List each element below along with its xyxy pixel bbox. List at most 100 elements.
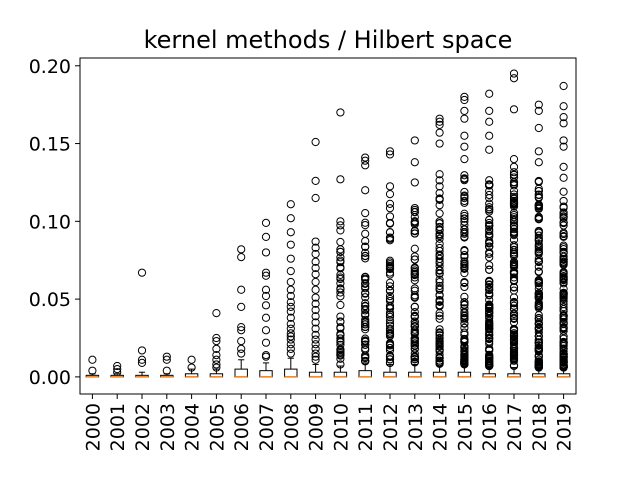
outlier-point	[460, 225, 469, 234]
box-body	[234, 368, 248, 378]
outlier-point	[212, 355, 221, 364]
outlier-point	[435, 188, 444, 198]
outlier-point	[460, 292, 469, 301]
outlier-point	[261, 248, 271, 257]
box-2014	[432, 114, 447, 378]
outlier-point	[385, 228, 395, 237]
x-tick-label: 2017	[504, 403, 526, 451]
outlier-point	[460, 263, 469, 272]
outlier-point	[534, 279, 543, 288]
outlier-point	[485, 203, 494, 212]
outlier-point	[534, 341, 543, 350]
x-tick-label: 2004	[182, 403, 204, 451]
outlier-point	[460, 277, 469, 287]
box-2001	[110, 361, 124, 378]
outlier-point	[559, 162, 568, 171]
x-tick-label: 2002	[132, 403, 154, 451]
outlier-point	[509, 298, 519, 307]
outlier-point	[509, 202, 519, 211]
y-tick-label: 0.15	[29, 134, 71, 156]
outlier-point	[460, 257, 469, 266]
outlier-point	[311, 340, 320, 349]
outlier-point	[509, 208, 519, 218]
outlier-point	[137, 268, 147, 277]
outlier-point	[460, 211, 469, 221]
outlier-point	[460, 209, 469, 218]
outlier-point	[261, 351, 271, 360]
outlier-point	[460, 95, 469, 105]
outlier-point	[410, 336, 419, 345]
plot-area	[85, 69, 571, 378]
outlier-point	[237, 349, 246, 358]
outlier-point	[385, 261, 395, 271]
outlier-point	[485, 215, 494, 225]
outlier-point	[435, 275, 444, 284]
outlier-point	[410, 264, 419, 273]
outlier-point	[435, 222, 444, 232]
outlier-point	[311, 263, 320, 273]
outlier-point	[385, 282, 395, 291]
outlier-point	[509, 168, 519, 177]
outlier-point	[435, 314, 444, 323]
outlier-point	[311, 299, 320, 308]
outlier-point	[361, 309, 370, 319]
outlier-point	[261, 232, 271, 241]
outlier-point	[286, 319, 295, 329]
outlier-point	[559, 288, 568, 297]
outlier-point	[361, 186, 370, 195]
outlier-point	[212, 333, 221, 343]
outlier-point	[534, 176, 543, 186]
outlier-point	[336, 217, 345, 226]
box-2018	[532, 100, 546, 378]
outlier-point	[361, 229, 370, 238]
outlier-point	[361, 161, 370, 170]
outlier-point	[385, 190, 395, 199]
outlier-point	[410, 339, 419, 348]
outlier-point	[336, 175, 345, 184]
outlier-point	[460, 106, 469, 115]
outlier-point	[509, 258, 519, 267]
outlier-point	[385, 316, 395, 325]
outlier-point	[559, 232, 568, 241]
outlier-point	[559, 247, 568, 257]
outlier-point	[361, 248, 370, 257]
outlier-point	[361, 340, 370, 349]
x-tick-label: 2016	[479, 403, 501, 451]
outlier-point	[435, 334, 444, 343]
outlier-point	[286, 329, 295, 338]
outlier-point	[361, 293, 370, 302]
outlier-point	[435, 311, 444, 320]
outlier-point	[435, 117, 444, 126]
outlier-point	[311, 344, 320, 353]
outlier-point	[534, 284, 543, 294]
outlier-point	[361, 156, 370, 165]
outlier-point	[212, 309, 221, 318]
outlier-point	[361, 275, 370, 284]
outlier-point	[336, 108, 345, 117]
chart-title: kernel methods / Hilbert space	[144, 26, 513, 54]
outlier-point	[460, 330, 469, 339]
outlier-point	[137, 346, 147, 355]
outlier-point	[311, 305, 320, 315]
outlier-point	[509, 309, 519, 318]
outlier-point	[485, 356, 494, 365]
outlier-point	[361, 218, 370, 227]
outlier-point	[460, 155, 469, 164]
outlier-point	[336, 285, 345, 294]
outlier-point	[509, 181, 519, 190]
y-tick-label: 0.05	[29, 289, 71, 311]
outlier-point	[509, 267, 519, 276]
outlier-point	[286, 335, 295, 344]
outlier-point	[137, 358, 147, 367]
outlier-point	[534, 203, 543, 213]
outlier-point	[460, 114, 469, 123]
outlier-point	[485, 291, 494, 300]
outlier-point	[485, 295, 494, 305]
outlier-point	[336, 346, 345, 355]
outlier-point	[460, 347, 469, 356]
outlier-point	[559, 294, 568, 304]
outlier-point	[261, 313, 271, 322]
outlier-point	[485, 227, 494, 236]
x-tick-label: 2006	[231, 403, 253, 451]
